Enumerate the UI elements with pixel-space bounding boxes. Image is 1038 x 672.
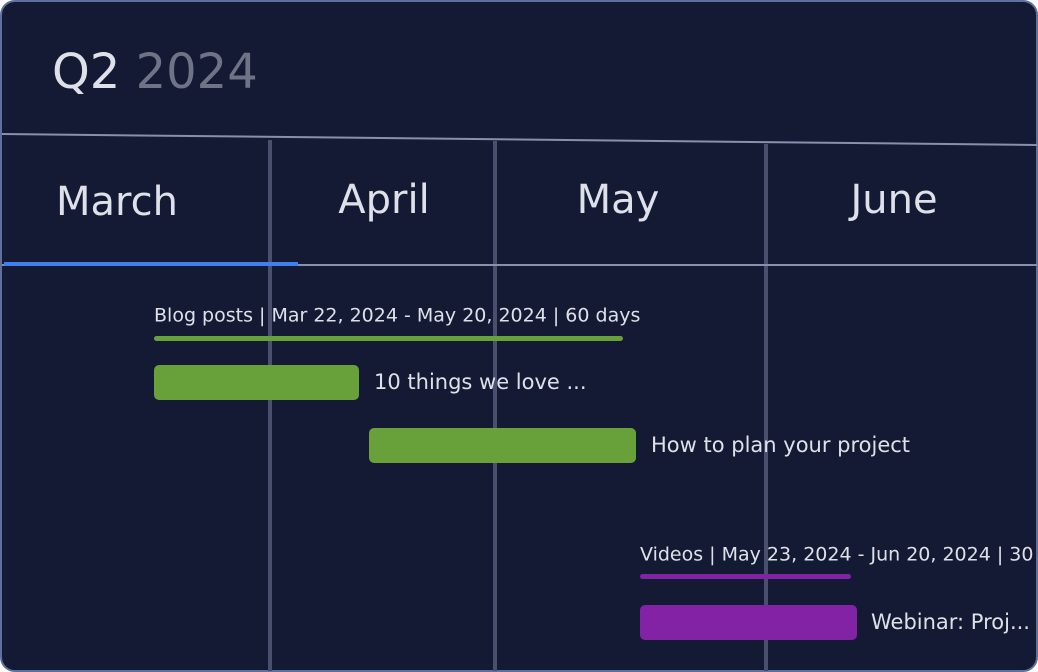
group-label[interactable]: Blog posts | Mar 22, 2024 - May 20, 2024… [154,305,640,327]
task-bar[interactable] [640,605,857,640]
month-label[interactable]: April [338,177,429,223]
group-span [154,336,623,341]
content: Q2 2024 March April May June Blog posts … [1,44,1037,671]
group-label[interactable]: Videos | May 23, 2024 - Jun 20, 2024 | 3… [640,544,1033,566]
task-bar[interactable] [154,365,359,400]
month-label[interactable]: May [577,177,660,223]
task-label[interactable]: 10 things we love ... [374,370,587,394]
year: 2024 [136,44,258,100]
title: Q2 2024 [52,44,258,100]
group-span [640,574,851,579]
header-divider [1,133,1037,146]
quarter: Q2 [52,44,120,100]
task-label[interactable]: Webinar: Proj... [871,610,1030,634]
task-bar[interactable] [369,428,636,463]
month-label[interactable]: March [56,179,178,225]
task-label[interactable]: How to plan your project [651,433,910,457]
month-label[interactable]: June [847,177,937,223]
